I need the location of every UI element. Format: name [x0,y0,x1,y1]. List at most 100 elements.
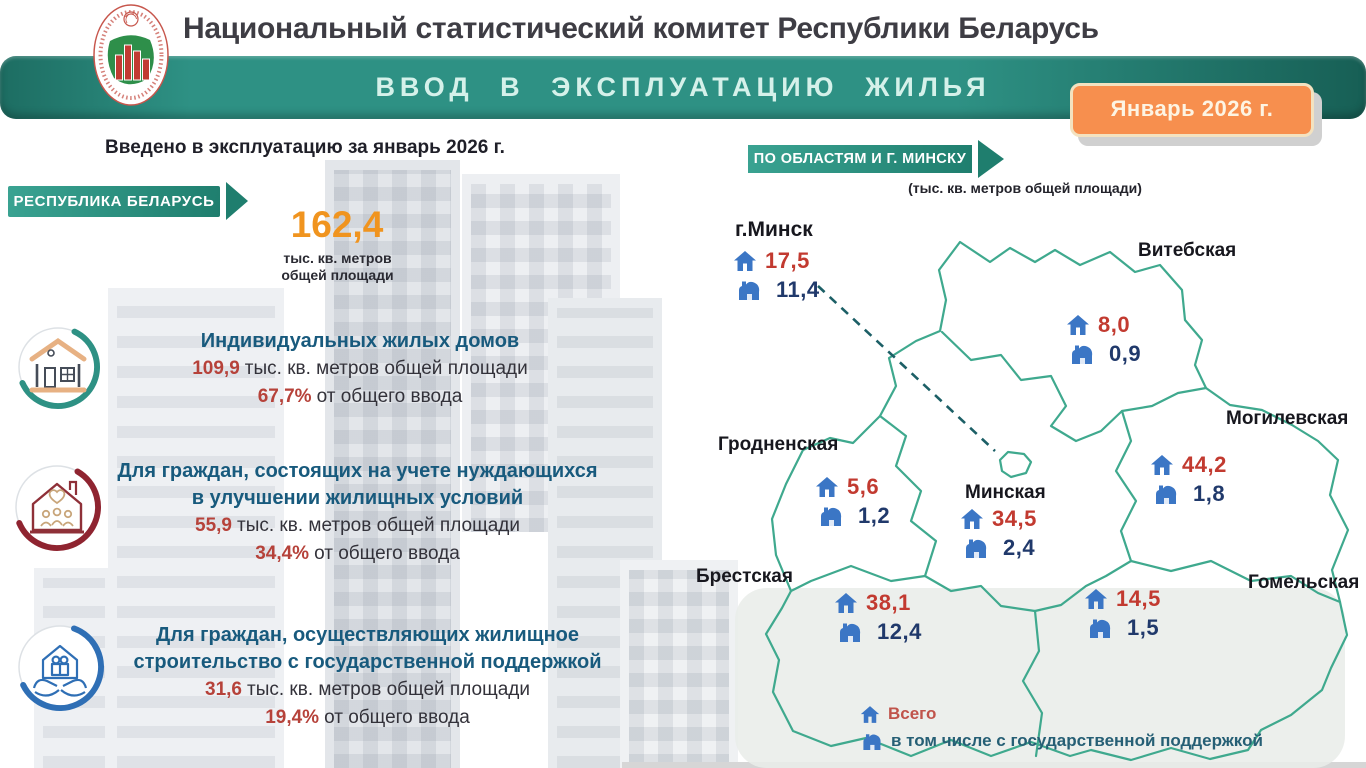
stat-share-suffix: от общего ввода [314,543,460,564]
support-row: 0,9 [1068,341,1141,367]
stat-share-line: 34,4% от общего ввода [95,540,620,568]
header-title: Национальный статистический комитет Респ… [183,12,1099,45]
border-minsk-gomel [1033,559,1133,613]
stat-title: Индивидуальных жилых домов [200,330,520,352]
total-value: 162,4 [290,204,384,245]
total-value: 17,5 [765,248,810,273]
support-row: 2,4 [962,535,1037,561]
border-vitebsk-south [940,330,1208,443]
house-icon [1067,315,1089,335]
stat-unit: тыс. кв. метров общей площади [244,358,528,379]
support-value: 1,8 [1193,481,1226,506]
total-row: 8,0 [1066,312,1141,338]
region-label-mogilev: Могилевская [1226,408,1349,429]
total-row: 17,5 [733,248,820,274]
country-badge: РЕСПУБЛИКА БЕЛАРУСЬ [8,186,220,217]
house-icon [835,593,857,613]
stat-share-line: 19,4% от общего ввода [105,704,630,732]
total-unit: тыс. кв. метров общей площади [245,250,430,284]
region-label-brest: Брестская [696,566,793,587]
region-label-gomel: Гомельская [1248,572,1360,593]
period-badge: Январь 2026 г. [1070,83,1314,137]
total-value: 44,2 [1182,452,1227,477]
region-stat-grodno: 5,6 1,2 [815,474,890,529]
region-stat-brest: 38,1 12,4 [834,590,922,645]
stat-share-suffix: от общего ввода [316,386,463,407]
building-silhouette [620,560,738,768]
legend-total-label: Всего [888,704,937,723]
legend-total-row: Всего [860,702,1263,726]
stat-unit: тыс. кв. метров общей площади [247,679,530,700]
support-row: 1,2 [817,503,890,529]
belarus-outline [764,240,1350,762]
stat-share: 19,4% [265,707,320,728]
house-icon [860,705,880,723]
support-value: 11,4 [776,277,820,302]
support-row: 1,5 [1086,615,1161,641]
building-silhouette [108,288,284,768]
support-value: 0,9 [1109,341,1142,366]
house-icon [734,251,756,271]
support-house-icon [863,733,881,750]
country-badge-arrow-icon [226,182,248,220]
support-house-icon [966,539,987,558]
map-unit-note: (тыс. кв. метров общей площади) [908,180,1142,196]
individual-house-icon [16,325,100,409]
stat-value: 109,9 [192,358,240,379]
stat-value-line: 55,9 тыс. кв. метров общей площади [95,512,620,540]
stat-value-line: 109,9 тыс. кв. метров общей площади [120,355,600,383]
region-stat-minsk-city: 17,5 11,4 [733,248,820,303]
minsk-city-outline [998,450,1033,479]
total-row: 38,1 [834,590,922,616]
support-row: 12,4 [836,619,922,645]
belstat-emblem-logo [93,4,169,106]
stat-share-line: 67,7% от общего ввода [120,383,600,411]
support-value: 1,5 [1127,615,1160,640]
region-stat-vitebsk: 8,0 0,9 [1066,312,1141,367]
stat-value-line: 31,6 тыс. кв. метров общей площади [105,676,630,704]
hands-house-icon [16,623,104,711]
region-stat-minsk-oblast: 34,5 2,4 [960,506,1037,561]
stat-title-line2: в улучшении жилищных условий [191,487,524,509]
country-badge-label: РЕСПУБЛИКА БЕЛАРУСЬ [13,193,215,210]
stat-share-suffix: от общего ввода [324,707,470,728]
support-house-icon [840,623,861,642]
total-row: 5,6 [815,474,890,500]
house-icon [816,477,838,497]
stat-value: 31,6 [205,679,242,700]
total-row: 34,5 [960,506,1037,532]
stat-waiting-list: Для граждан, состоящих на учете нуждающи… [95,458,620,568]
belarus-map [735,240,1350,768]
total-row: 14,5 [1084,586,1161,612]
intro-title: Введено в эксплуатацию за январь 2026 г. [105,137,505,158]
stat-individual-houses: Индивидуальных жилых домов 109,9 тыс. кв.… [120,328,600,411]
support-value: 2,4 [1003,535,1036,560]
region-stat-gomel: 14,5 1,5 [1084,586,1161,641]
region-stat-mogilev: 44,2 1,8 [1150,452,1227,507]
support-house-icon [821,507,842,526]
support-house-icon [1090,619,1111,638]
stat-unit: тыс. кв. метров общей площади [237,515,520,536]
support-row: 1,8 [1152,481,1227,507]
support-value: 1,2 [858,503,891,528]
border-minsk-mogilev [1114,409,1138,563]
legend-support-label: в том числе с государственной поддержкой [891,731,1263,750]
house-icon [1151,455,1173,475]
stat-title-line2: строительство с государственной поддержк… [133,651,602,673]
total-value: 8,0 [1098,312,1131,337]
support-row: 11,4 [735,277,820,303]
support-value: 12,4 [877,619,922,644]
legend-panel [735,588,1345,768]
stat-title-line1: Для граждан, осуществляющих жилищное [156,624,579,646]
legend-support-row: в том числе с государственной поддержкой [860,729,1263,753]
building-silhouette [325,160,460,768]
support-house-icon [1156,485,1177,504]
total-value: 38,1 [866,590,911,615]
total-row: 44,2 [1150,452,1227,478]
family-house-icon [12,462,101,551]
region-label-vitebsk: Витебская [1138,240,1237,261]
stat-share: 67,7% [257,386,312,407]
stat-share: 34,4% [255,543,310,564]
total-value: 14,5 [1116,586,1161,611]
